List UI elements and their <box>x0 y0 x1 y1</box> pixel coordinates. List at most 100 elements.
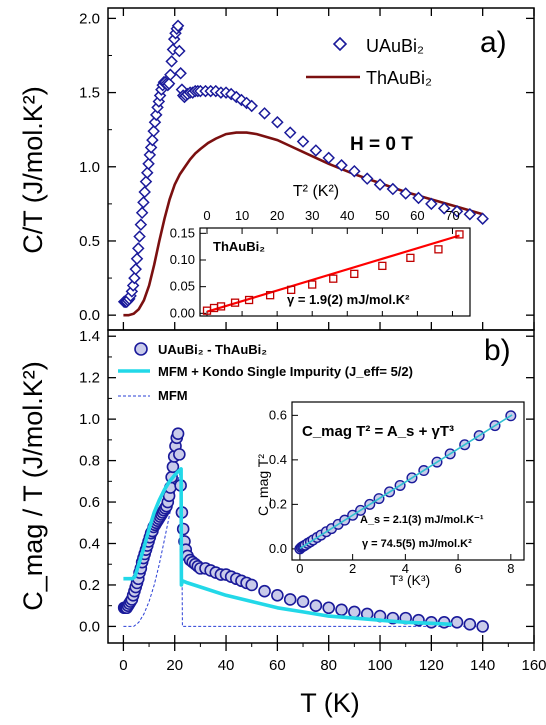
panel-a-uaubi2-point <box>148 115 162 129</box>
panel-b-diff-point <box>348 605 361 619</box>
panel-b-diff-point <box>173 448 186 461</box>
panel-a-inset-annotation: γ = 1.9(2) mJ/mol.K² <box>287 292 410 307</box>
panel-b-inset-xtick-label: 0 <box>296 561 303 576</box>
panel-b-inset-equation: C_mag T² = A_s + γT³ <box>302 423 454 440</box>
panel-b-xtick-label: 0 <box>119 657 127 674</box>
panel-b-ylabel: C_mag / T (J/mol.K²) <box>18 361 48 611</box>
panel-a-inset-xtick-label: 30 <box>305 208 319 223</box>
panel-a-ytick-label: 0.0 <box>79 307 100 324</box>
panel-b-ytick-label: 0.6 <box>79 494 100 511</box>
panel-a-uaubi2-point <box>129 262 142 276</box>
panel-a-uaubi2-point <box>174 67 187 80</box>
panel-b-diff-point <box>176 522 190 536</box>
panel-a-uaubi2-point <box>147 124 160 138</box>
panel-b-series-mfm-line <box>123 468 483 627</box>
panel-b-diff-point <box>258 584 271 598</box>
panel-a-inset-ytick-label: 0.10 <box>170 252 195 267</box>
panel-a-uaubi2-point <box>463 207 477 221</box>
panel-b-xtick-label: 20 <box>166 657 183 674</box>
panel-b-legend-mfm: MFM <box>158 388 188 403</box>
panel-a-inset-point <box>244 295 254 305</box>
panel-b-ytick-label: 1.0 <box>79 411 100 428</box>
panel-a-annotation: H = 0 T <box>350 134 413 155</box>
panel-a-inset-point <box>287 285 296 295</box>
panel-a-inset-ytick-label: 0.05 <box>170 279 195 294</box>
panel-a-uaubi2-point <box>309 144 323 157</box>
panel-a-uaubi2-point <box>476 212 489 225</box>
panel-b-inset-xtick-label: 6 <box>454 561 461 576</box>
panel-a-uaubi2-point <box>142 157 155 171</box>
panel-a-uaubi2-point <box>386 182 400 196</box>
panel-a-series-thaubi2-line <box>123 131 484 317</box>
panel-b-xtick-label: 120 <box>419 657 444 674</box>
panel-a-uaubi2-point <box>348 164 361 178</box>
panel-a-label: a) <box>480 26 507 59</box>
panel-a-uaubi2-point <box>139 175 153 188</box>
plot-layer: 0.00.51.01.52.00 10 20 30 40 50 60 700.000.050.… <box>79 8 546 674</box>
panel-a-ytick-label: 0.5 <box>79 233 100 250</box>
panel-b-inset-xlabel: T³ (K³) <box>390 572 430 588</box>
panel-a-uaubi2-point <box>373 178 387 191</box>
panel-b-diff-point <box>296 595 310 608</box>
panel-b-inset-ytick-label: 0.0 <box>269 541 287 556</box>
panel-a-uaubi2-point <box>322 151 335 165</box>
panel-b-legend-diff: UAuBi₂ - ThAuBi₂ <box>158 342 267 357</box>
panel-a-uaubi2-point <box>133 230 146 243</box>
panel-b-ytick-label: 0.0 <box>79 618 100 635</box>
panel-b-diff-point <box>283 593 297 606</box>
panel-a-inset-ytick-label: 0.15 <box>170 225 195 240</box>
panel-a-inset-fit-line <box>206 234 460 313</box>
panel-a-uaubi2-point <box>138 185 151 199</box>
panel-b-xtick-label: 40 <box>218 657 235 674</box>
panel-b-inset-ytick-label: 0.4 <box>269 452 287 467</box>
panel-a-legend-thaubi2: ThAuBi₂ <box>366 68 432 88</box>
panel-a-legend-diamond <box>332 36 348 52</box>
panel-a-uaubi2-point <box>335 159 348 172</box>
panel-a-inset-xtick-label: 40 <box>340 208 354 223</box>
panel-b-legend-circle <box>134 342 148 356</box>
panel-b-ytick-label: 0.4 <box>79 536 100 553</box>
panel-b-diff-point <box>171 427 185 440</box>
panel-a-uaubi2-point <box>245 99 258 113</box>
panel-b-diff-point <box>463 618 477 631</box>
panel-a-inset-xlabel: T² (K²) <box>293 183 339 200</box>
panel-b-xtick-label: 160 <box>521 657 546 674</box>
panel-a-inset-xtick-label: 70 <box>445 208 459 223</box>
panel-b-inset-xtick-label: 8 <box>507 561 514 576</box>
panel-b-inset-gamma: γ = 74.5(5) mJ/mol.K² <box>362 538 472 550</box>
panel-a-uaubi2-point <box>153 89 167 102</box>
panel-a-uaubi2-point <box>412 191 425 205</box>
panel-a-uaubi2-point <box>137 196 150 209</box>
panel-a-inset-point <box>455 230 464 239</box>
panel-a-ytick-label: 1.0 <box>79 159 100 176</box>
panel-a-uaubi2-point <box>130 252 144 266</box>
panel-a-inset-xtick-label: 10 <box>235 208 249 223</box>
panel-a-uaubi2-point <box>283 126 297 139</box>
panel-b-diff-point <box>271 589 284 602</box>
panel-b-diff-point <box>476 620 489 633</box>
panel-a-inset-ytick-label: 0.00 <box>170 305 195 320</box>
panel-a-inset-xtick-label: 20 <box>270 208 284 223</box>
panel-b-inset-as: A_s = 2.1(3) mJ/mol.K⁻¹ <box>360 514 484 526</box>
panel-a-uaubi2-point <box>271 115 284 129</box>
panel-a-inset-point <box>265 291 275 300</box>
panel-b-xtick-label: 60 <box>269 657 286 674</box>
panel-b-xtick-label: 100 <box>368 657 393 674</box>
panel-a-ylabel: C/T (J/mol.K²) <box>18 86 48 254</box>
panel-a-inset-xtick-label: 50 <box>375 208 389 223</box>
panel-a-uaubi2-point <box>296 135 310 148</box>
panel-a-uaubi2-point <box>162 77 176 90</box>
panel-a-uaubi2-point <box>135 206 149 220</box>
panel-a-uaubi2-point <box>128 271 141 285</box>
panel-a-uaubi2-point <box>230 90 243 104</box>
panel-a-uaubi2-point <box>425 197 438 211</box>
panel-a-inset-point <box>329 274 338 283</box>
panel-a-uaubi2-point <box>258 107 271 120</box>
panel-b-diff-point <box>245 578 259 592</box>
panel-a-inset-xtick-label: 60 <box>410 208 424 223</box>
panel-a-inset-point <box>378 261 387 271</box>
panel-a-ytick-label: 2.0 <box>79 10 100 27</box>
panel-a-uaubi2-point <box>173 44 186 58</box>
panel-a-uaubi2-point <box>134 218 148 231</box>
panel-b-ytick-label: 1.4 <box>79 328 100 345</box>
